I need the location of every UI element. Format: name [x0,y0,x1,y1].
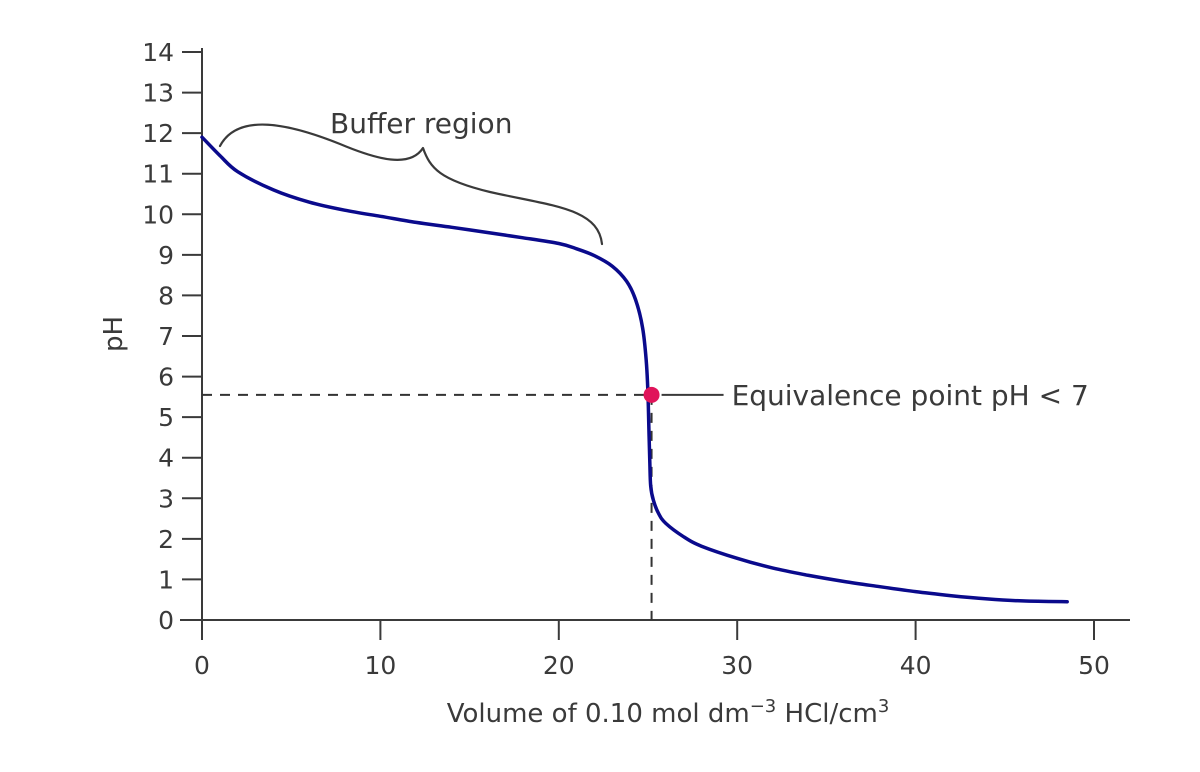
x-axis-label: Volume of 0.10 mol dm−3 HCl/cm3 [447,696,890,729]
y-tick-label: 7 [158,322,174,351]
y-tick-label: 9 [158,241,174,270]
y-tick-label: 13 [142,79,174,108]
y-tick-label: 4 [158,444,174,473]
y-tick-label: 1 [158,565,174,594]
y-tick-label: 6 [158,363,174,392]
y-axis-label: pH [99,316,129,352]
x-axis-label-main: Volume of 0.10 mol dm [447,699,750,729]
buffer-region-brace [218,123,604,246]
x-tick-label: 30 [721,651,753,680]
y-tick-label: 12 [142,119,174,148]
x-tick-label: 0 [194,651,210,680]
y-tick-label: 14 [142,38,174,67]
buffer-region-label: Buffer region [330,107,512,140]
y-tick-label: 5 [158,403,174,432]
x-tick-label: 40 [900,651,932,680]
equivalence-point-label: Equivalence point pH < 7 [732,379,1089,412]
y-tick-label: 11 [142,160,174,189]
y-tick-label: 2 [158,525,174,554]
x-axis-ticks: 0 10 20 30 40 50 [194,620,1110,680]
x-tick-label: 10 [364,651,396,680]
x-tick-label: 20 [543,651,575,680]
y-tick-label: 0 [158,606,174,635]
y-tick-label: 10 [142,200,174,229]
y-tick-label: 8 [158,281,174,310]
x-axis-label-superscript-2: 3 [878,696,889,717]
x-axis-label-middle: HCl/cm [776,699,878,729]
x-tick-label: 50 [1078,651,1110,680]
equivalence-point-marker [643,386,660,403]
y-tick-label: 3 [158,484,174,513]
titration-curve [200,135,1069,604]
x-axis-label-superscript-1: −3 [750,696,777,717]
